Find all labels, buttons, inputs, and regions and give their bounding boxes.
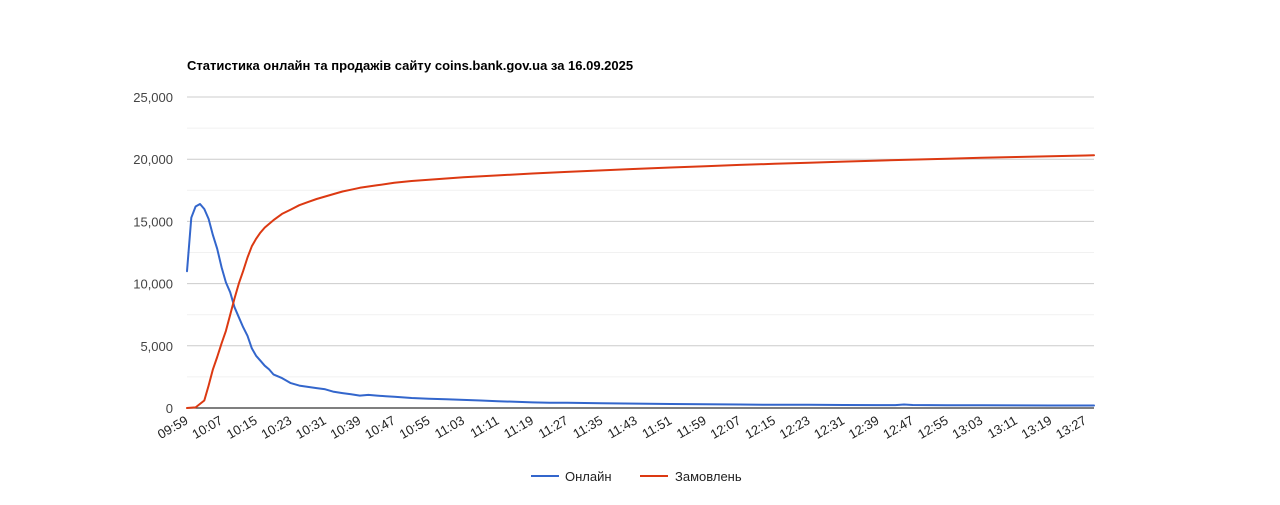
x-tick-label: 11:27	[536, 413, 571, 442]
y-tick-label: 20,000	[133, 152, 173, 167]
x-tick-label: 13:11	[985, 413, 1020, 442]
x-tick-label: 11:43	[605, 413, 640, 442]
y-tick-label: 15,000	[133, 214, 173, 229]
x-axis-tick-labels: 09:5910:0710:1510:2310:3110:3910:4710:55…	[155, 413, 1089, 442]
y-tick-label: 25,000	[133, 90, 173, 105]
x-tick-label: 10:07	[189, 413, 225, 442]
x-tick-label: 12:55	[915, 413, 951, 442]
x-tick-label: 10:39	[328, 413, 364, 442]
x-tick-label: 12:07	[708, 413, 744, 442]
x-tick-label: 13:19	[1019, 413, 1055, 442]
x-tick-label: 11:35	[570, 413, 605, 442]
x-tick-label: 11:59	[674, 413, 709, 442]
x-tick-label: 09:59	[155, 413, 191, 442]
x-tick-label: 10:23	[258, 413, 294, 442]
x-tick-label: 11:51	[639, 413, 674, 442]
x-tick-label: 11:19	[501, 413, 536, 442]
x-tick-label: 11:11	[467, 413, 501, 441]
x-tick-label: 10:15	[224, 413, 260, 442]
x-tick-label: 12:47	[880, 413, 916, 442]
x-tick-label: 11:03	[432, 413, 467, 442]
y-tick-label: 0	[166, 401, 173, 416]
x-tick-label: 12:15	[742, 413, 778, 442]
chart-title: Статистика онлайн та продажів сайту coin…	[187, 58, 633, 73]
x-tick-label: 12:31	[811, 413, 847, 442]
series-line-online	[186, 203, 1095, 407]
x-tick-label: 10:47	[362, 413, 398, 442]
x-tick-label: 10:31	[293, 413, 329, 442]
y-axis-tick-labels: 0 5,000 10,000 15,000 20,000 25,000	[133, 90, 173, 416]
x-tick-label: 12:23	[777, 413, 813, 442]
x-tick-label: 13:03	[950, 413, 986, 442]
series-line-orders	[186, 154, 1095, 409]
legend: Онлайн Замовлень	[531, 469, 742, 484]
x-tick-label: 12:39	[846, 413, 882, 442]
x-tick-label: 10:55	[397, 413, 433, 442]
legend-label: Замовлень	[675, 469, 742, 484]
x-tick-label: 13:27	[1053, 413, 1089, 442]
y-tick-label: 10,000	[133, 277, 173, 292]
legend-label: Онлайн	[565, 469, 612, 484]
y-tick-label: 5,000	[140, 339, 173, 354]
series-lines	[186, 154, 1095, 409]
gridlines	[187, 96, 1094, 409]
